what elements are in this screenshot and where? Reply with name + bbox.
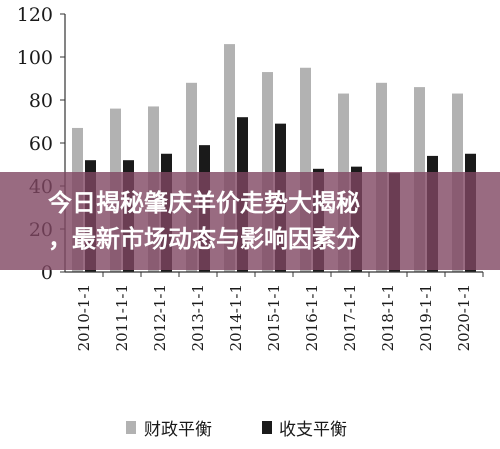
bar-fiscal: [300, 67, 311, 272]
x-tick-label: 2020-1-1: [455, 284, 473, 351]
y-tick-label: 100: [17, 47, 53, 69]
x-tick-label: 2016-1-1: [303, 284, 321, 351]
legend-swatch-balance: [262, 421, 272, 434]
legend-label-fiscal: 财政平衡: [144, 420, 212, 440]
legend-swatch-fiscal: [126, 421, 136, 434]
x-tick-label: 2011-1-1: [113, 284, 131, 351]
y-tick-label: 120: [17, 4, 53, 26]
x-tick-label: 2014-1-1: [227, 284, 245, 351]
x-tick-label: 2019-1-1: [417, 284, 435, 351]
x-tick-label: 2015-1-1: [265, 284, 283, 351]
x-tick-label: 2013-1-1: [189, 284, 207, 351]
x-axis-ticks: 2010-1-1 2011-1-1 2012-1-1 2013-1-1 2014-1-1…: [75, 272, 484, 351]
bar-fiscal: [224, 44, 235, 272]
overlay-title-line-1: 今日揭秘肇庆羊价走势大揭秘: [48, 189, 360, 217]
y-tick-label: 60: [29, 133, 53, 155]
y-tick-label: 80: [29, 90, 53, 112]
x-tick-label: 2010-1-1: [75, 284, 93, 351]
x-tick-label: 2012-1-1: [151, 284, 169, 351]
legend-label-balance: 收支平衡: [279, 420, 347, 440]
legend: 财政平衡 收支平衡: [126, 420, 347, 440]
title-overlay-banner: 今日揭秘肇庆羊价走势大揭秘 ，最新市场动态与影响因素分: [0, 172, 500, 270]
x-tick-label: 2017-1-1: [341, 284, 359, 351]
overlay-title-line-2: ，最新市场动态与影响因素分: [48, 225, 360, 253]
x-tick-label: 2018-1-1: [379, 284, 397, 351]
